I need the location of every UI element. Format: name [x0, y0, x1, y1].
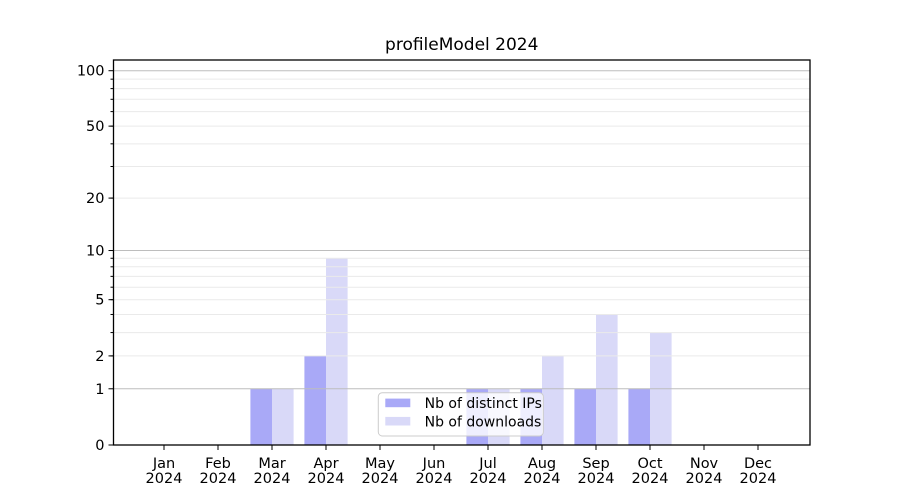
chart-title: profileModel 2024	[385, 35, 538, 55]
y-tick-label: 50	[86, 119, 104, 135]
legend-label: Nb of downloads	[425, 414, 542, 430]
x-tick-label-year: 2024	[200, 471, 237, 487]
legend-label: Nb of distinct IPs	[425, 396, 542, 412]
bar-downloads-apr	[326, 258, 348, 445]
y-tick-label: 10	[86, 244, 104, 260]
bar-ips-oct	[628, 388, 650, 445]
bar-ips-sep	[574, 388, 596, 445]
x-tick-label-month: Jan	[152, 456, 175, 472]
x-tick-label-month: Nov	[690, 456, 719, 472]
x-tick-label-month: Dec	[744, 456, 772, 472]
x-tick-label-year: 2024	[416, 471, 453, 487]
bar-downloads-aug	[542, 355, 564, 445]
legend-swatch-ips	[385, 398, 411, 408]
x-tick-label-month: Oct	[637, 456, 662, 472]
x-tick-label-month: Aug	[528, 456, 556, 472]
x-tick-label-year: 2024	[740, 471, 777, 487]
y-tick-label: 1	[95, 382, 104, 398]
x-tick-label-year: 2024	[524, 471, 561, 487]
x-tick-label-month: Apr	[313, 456, 338, 472]
x-tick-label-year: 2024	[632, 471, 669, 487]
bar-downloads-mar	[272, 388, 294, 445]
y-tick-label: 5	[95, 293, 104, 309]
legend-box	[377, 392, 544, 437]
x-tick-label-month: Feb	[205, 456, 231, 472]
x-tick-label-year: 2024	[362, 471, 399, 487]
bar-ips-apr	[304, 355, 326, 445]
x-tick-label-year: 2024	[578, 471, 615, 487]
x-tick-label-month: Mar	[258, 456, 285, 472]
x-tick-label-year: 2024	[146, 471, 183, 487]
plot-frame	[112, 59, 811, 446]
x-tick-label-month: May	[365, 456, 395, 472]
x-tick-label-year: 2024	[254, 471, 291, 487]
x-tick-label-year: 2024	[686, 471, 723, 487]
y-tick-label: 0	[95, 438, 104, 454]
x-tick-label-year: 2024	[470, 471, 507, 487]
x-tick-label-month: Sep	[582, 456, 609, 472]
bar-downloads-sep	[596, 314, 618, 445]
y-tick-label: 100	[77, 64, 105, 80]
legend-swatch-downloads	[385, 416, 411, 426]
x-tick-label-month: Jul	[478, 456, 497, 472]
x-tick-label-year: 2024	[308, 471, 345, 487]
x-tick-label-month: Jun	[422, 456, 446, 472]
bar-ips-mar	[250, 388, 272, 445]
y-tick-label: 2	[95, 349, 104, 365]
y-tick-label: 20	[86, 191, 104, 207]
